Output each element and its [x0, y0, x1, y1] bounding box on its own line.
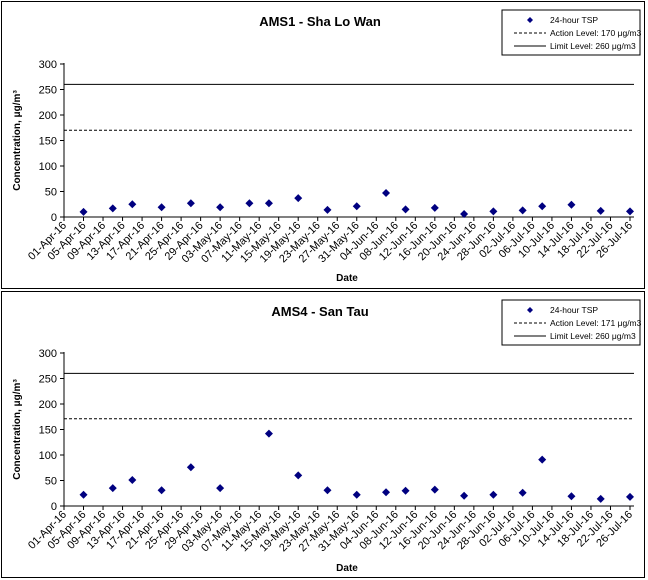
data-point — [596, 494, 605, 503]
chart-svg-ams1: AMS1 - Sha Lo Wan 05010015020025030001-A… — [12, 9, 642, 284]
x-axis-title: Date — [336, 563, 358, 574]
data-point — [323, 205, 332, 214]
data-point — [596, 206, 605, 215]
legend-label-tsp: 24-hour TSP — [550, 305, 598, 315]
chart-panel-ams4: AMS4 - San Tau 0 50 100 150 200 250 300 01-Apr-… — [1, 291, 645, 578]
legend-label-limit-level: Limit Level: 260 μg/m3 — [550, 331, 636, 341]
data-point — [382, 189, 391, 198]
data-point — [186, 199, 195, 208]
data-point — [294, 471, 303, 480]
data-point — [79, 207, 88, 216]
data-point — [538, 202, 547, 211]
data-point — [460, 209, 469, 218]
data-point — [430, 485, 439, 494]
chart-panel-ams1: AMS1 - Sha Lo Wan 0 50 100 150 200 250 300 01-A… — [1, 1, 645, 289]
data-point — [157, 486, 166, 495]
data-point — [264, 199, 273, 208]
data-point — [79, 490, 88, 499]
data-point — [216, 484, 225, 493]
data-point — [567, 200, 576, 209]
data-point — [518, 488, 527, 497]
legend-label-action-level: Action Level: 171 μg/m3 — [550, 318, 642, 328]
data-point — [352, 202, 361, 211]
y-axis-title: Concentration, μg/m³ — [12, 90, 23, 191]
y-tick-label: 100 — [39, 161, 57, 173]
data-point — [401, 205, 410, 214]
data-point — [489, 207, 498, 216]
data-point — [128, 200, 137, 209]
y-tick-label: 150 — [39, 425, 57, 437]
data-point — [216, 203, 225, 212]
data-point — [264, 429, 273, 438]
y-tick-label: 200 — [39, 399, 57, 411]
data-point — [567, 492, 576, 501]
y-tick-label: 200 — [39, 110, 57, 122]
data-point — [323, 486, 332, 495]
legend-label-action-level: Action Level: 170 μg/m3 — [550, 28, 642, 38]
y-tick-label: 50 — [45, 187, 57, 199]
y-tick-label: 250 — [39, 374, 57, 386]
data-point — [352, 490, 361, 499]
legend-label-tsp: 24-hour TSP — [550, 15, 598, 25]
y-tick-label: 0 — [51, 501, 57, 513]
data-point — [401, 486, 410, 495]
data-point — [245, 199, 254, 208]
chart-svg-ams4: AMS4 - San Tau 05010015020025030001-Apr-… — [12, 299, 642, 574]
data-point — [538, 455, 547, 464]
data-point — [128, 475, 137, 484]
chart-title: AMS4 - San Tau — [271, 304, 368, 319]
y-tick-label: 150 — [39, 136, 57, 148]
data-point — [108, 204, 117, 213]
data-point — [430, 203, 439, 212]
data-point — [294, 194, 303, 203]
y-axis-title: Concentration, μg/m³ — [12, 379, 23, 480]
chart-title: AMS1 - Sha Lo Wan — [259, 14, 381, 29]
data-point — [157, 203, 166, 212]
data-point — [489, 490, 498, 499]
y-tick-label: 100 — [39, 450, 57, 462]
y-tick-label: 250 — [39, 85, 57, 97]
data-point — [382, 488, 391, 497]
x-axis-title: Date — [336, 273, 358, 284]
y-tick-label: 300 — [39, 348, 57, 360]
legend-marker-tsp — [527, 17, 533, 23]
legend-label-limit-level: Limit Level: 260 μg/m3 — [550, 41, 636, 51]
data-point — [108, 484, 117, 493]
data-point — [460, 491, 469, 500]
data-point — [626, 492, 634, 501]
y-tick-label: 300 — [39, 59, 57, 71]
y-tick-label: 0 — [51, 212, 57, 224]
legend-marker-tsp — [527, 307, 533, 313]
data-point — [186, 463, 195, 472]
y-tick-label: 50 — [45, 476, 57, 488]
data-point — [518, 206, 527, 215]
data-point — [626, 207, 634, 216]
